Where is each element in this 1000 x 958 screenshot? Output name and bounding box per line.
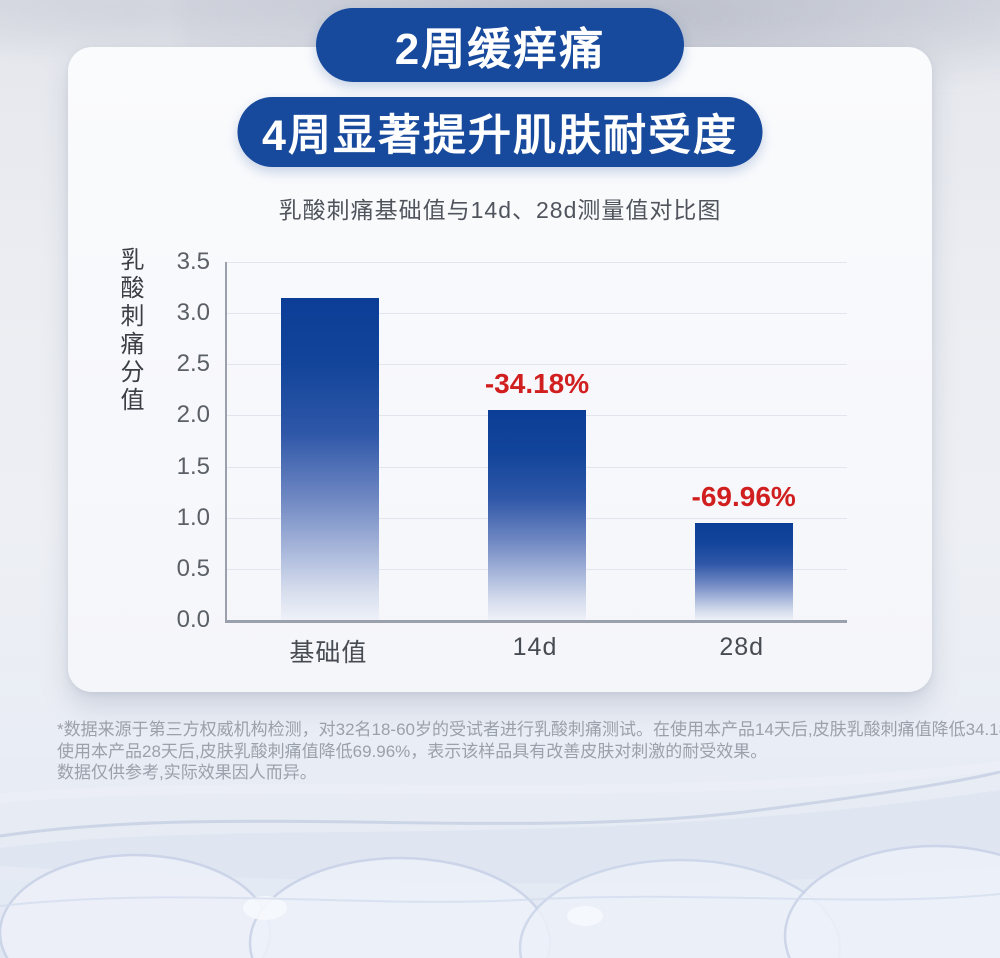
plot-area: -34.18% -69.96% xyxy=(225,262,847,623)
y-tick: 3.5 xyxy=(176,248,210,275)
disclaimer-line: 数据仅供参考,实际效果因人而异。 xyxy=(57,763,317,782)
headline-banner-2-weeks: 2周缓痒痛 xyxy=(316,8,684,82)
y-tick: 2.0 xyxy=(176,401,210,429)
bar-change-label: -69.96% xyxy=(691,480,796,512)
bubble-foam-art xyxy=(0,761,1000,958)
disclaimer-line: *数据来源于第三方权威机构检测，对32名18-60岁的受试者进行乳酸刺痛测试。在… xyxy=(57,720,1000,739)
gridline xyxy=(227,313,847,315)
y-tick: 3.0 xyxy=(176,299,210,327)
bar-baseline xyxy=(281,297,380,620)
x-axis-labels: 基础值 14d 28d xyxy=(225,633,845,669)
disclaimer-line: 使用本产品28天后,皮肤乳酸刺痛值降低69.96%，表示该样品具有改善皮肤对刺激… xyxy=(57,741,768,761)
disclaimer-footnote: *数据来源于第三方权威机构检测，对32名18-60岁的受试者进行乳酸刺痛测试。在… xyxy=(57,719,1000,784)
x-label-baseline: 基础值 xyxy=(289,639,368,667)
bar-column-baseline xyxy=(227,262,434,620)
bar-columns: -34.18% -69.96% xyxy=(227,262,847,620)
x-label-14d: 14d xyxy=(512,633,558,661)
chart-title: 乳酸刺痛基础值与14d、28d测量值对比图 xyxy=(278,197,722,223)
x-label-28d: 28d xyxy=(719,633,765,661)
y-tick: 0.5 xyxy=(176,554,210,582)
headline-banner-4-weeks: 4周显著提升肌肤耐受度 xyxy=(237,97,763,167)
bar-14d xyxy=(488,410,586,620)
y-tick: 2.5 xyxy=(176,350,210,378)
gridline xyxy=(227,364,847,366)
y-axis-title: 乳酸刺痛分值 xyxy=(116,247,143,415)
y-tick: 1.0 xyxy=(176,503,210,531)
bar-28d xyxy=(694,522,793,620)
y-axis-ticks: 3.5 3.0 2.5 2.0 1.5 1.0 0.5 0.0 xyxy=(146,248,210,633)
bar-column-28d: -69.96% xyxy=(640,262,847,620)
gridline xyxy=(227,262,847,263)
y-tick: 0.0 xyxy=(176,606,210,633)
headline-banner-4-weeks-label: 4周显著提升肌肤耐受度 xyxy=(262,112,738,160)
bar-column-14d: -34.18% xyxy=(434,262,641,620)
bar-change-label: -34.18% xyxy=(484,368,590,400)
y-tick: 1.5 xyxy=(176,452,210,480)
headline-banner-2-weeks-label: 2周缓痒痛 xyxy=(394,25,606,74)
